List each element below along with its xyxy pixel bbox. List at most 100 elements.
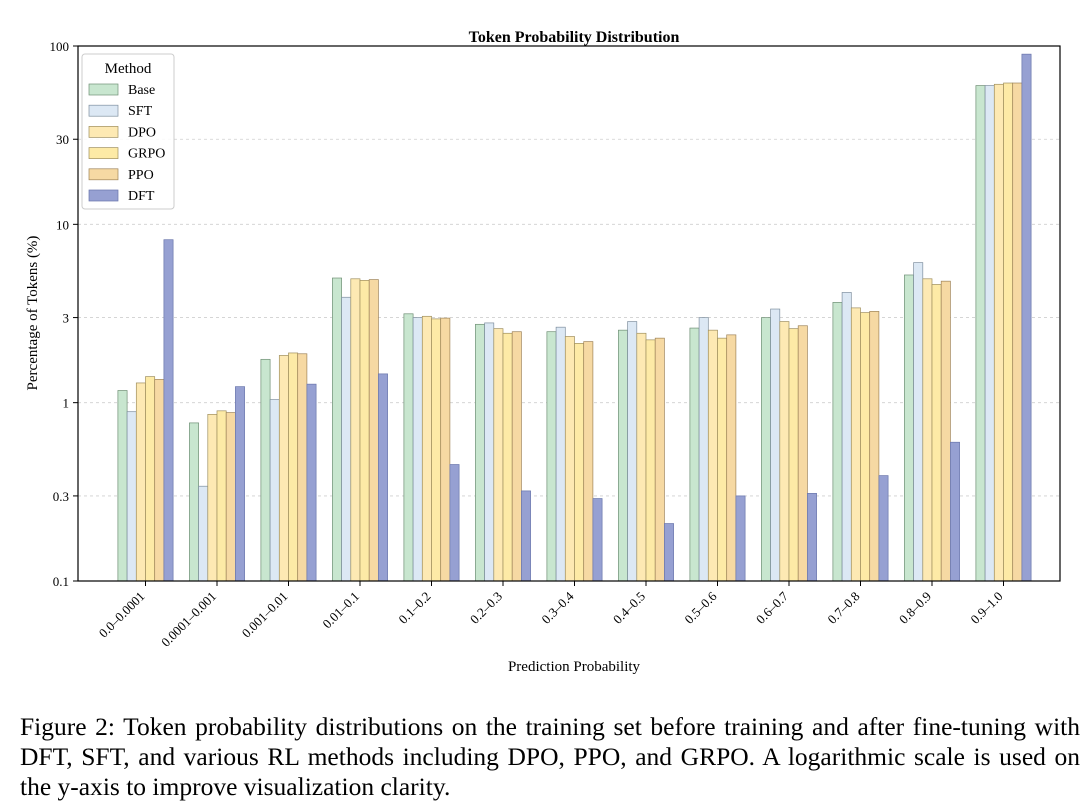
bar-ppo-7 <box>654 337 665 582</box>
bar-base-8 <box>689 327 700 582</box>
legend: Method Base SFT DPO GRPO PPO DFT <box>81 53 175 210</box>
legend-swatch-dft <box>88 189 119 202</box>
bar-dft-11 <box>950 441 960 582</box>
bar-dft-4 <box>449 464 460 582</box>
bar-base-5 <box>475 323 485 582</box>
bar-dft-6 <box>592 498 603 582</box>
y-axis-ticks: 0.1 0.3 1 3 10 30 100 <box>50 39 78 589</box>
bar-ppo-9 <box>797 325 808 582</box>
bar-dft-7 <box>664 523 674 582</box>
bar-dft-5 <box>521 490 531 582</box>
bar-ppo-3 <box>368 279 379 582</box>
bar-dpo-4 <box>421 315 432 582</box>
bar-grpo-4 <box>431 318 442 582</box>
legend-label-sft: SFT <box>128 104 153 119</box>
bar-dpo-12 <box>993 83 1004 582</box>
legend-items: Base SFT DPO GRPO PPO DFT <box>88 83 165 204</box>
x-tick-label: 0.1–0.2 <box>395 589 433 627</box>
x-tick-label: 0.7–0.8 <box>824 589 862 627</box>
bar-sft-6 <box>555 326 566 582</box>
bar-sft-5 <box>484 322 495 582</box>
bar-dft-10 <box>878 475 889 582</box>
x-tick-label: 0.9–1.0 <box>967 589 1005 627</box>
x-tick-label: 0.3–0.4 <box>538 588 577 627</box>
bar-dpo-7 <box>636 332 647 582</box>
x-tick-label: 0.2–0.3 <box>467 589 505 627</box>
bar-sft-9 <box>770 308 781 582</box>
legend-label-ppo: PPO <box>128 168 154 183</box>
bar-dft-9 <box>807 493 817 582</box>
x-axis-label: Prediction Probability <box>508 659 641 675</box>
x-tick-label: 0.6–0.7 <box>753 588 792 627</box>
legend-swatch-sft <box>88 104 119 117</box>
bar-grpo-11 <box>931 284 942 582</box>
x-tick-label: 0.01–0.1 <box>319 589 362 632</box>
y-tick-label: 1 <box>63 396 70 411</box>
bar-dft-12 <box>1021 53 1032 582</box>
bar-dpo-3 <box>350 278 361 582</box>
legend-swatch-grpo <box>88 147 119 159</box>
bar-ppo-11 <box>940 280 951 582</box>
x-axis-ticks: 0.0–0.0001 0.0001–0.001 0.001–0.01 0.01–0.1… <box>96 581 1006 650</box>
bar-dpo-1 <box>207 413 218 582</box>
bar-ppo-5 <box>511 331 522 582</box>
bar-ppo-12 <box>1012 82 1023 582</box>
bar-grpo-7 <box>645 339 656 582</box>
bar-dpo-6 <box>564 336 575 582</box>
bar-dpo-8 <box>707 329 718 582</box>
bar-dpo-10 <box>850 307 861 582</box>
bar-base-9 <box>761 317 771 582</box>
x-tick-label: 0.4–0.5 <box>610 589 648 627</box>
bar-base-7 <box>618 329 628 582</box>
bar-grpo-1 <box>216 410 227 582</box>
y-tick-label: 0.3 <box>53 489 69 504</box>
x-tick-label: 0.0001–0.001 <box>158 589 219 650</box>
bar-base-11 <box>904 274 914 582</box>
y-tick-label: 10 <box>56 217 69 232</box>
figure-caption: Figure 2: Token probability distribution… <box>20 712 1080 801</box>
legend-label-dpo: DPO <box>128 125 156 140</box>
bar-ppo-6 <box>583 341 594 582</box>
bar-base-0 <box>117 390 128 582</box>
bar-sft-8 <box>698 317 709 582</box>
bar-dft-8 <box>735 495 746 582</box>
y-tick-label: 100 <box>50 39 70 54</box>
bar-dpo-5 <box>493 328 504 582</box>
bar-grpo-8 <box>717 337 728 582</box>
plot-frame <box>77 45 1061 582</box>
bar-grpo-5 <box>502 332 513 582</box>
bar-dft-0 <box>163 239 174 582</box>
bar-sft-1 <box>198 485 209 582</box>
bar-grpo-12 <box>1003 82 1014 582</box>
bar-dpo-2 <box>278 355 289 582</box>
bar-base-1 <box>189 422 199 582</box>
x-tick-label: 0.0–0.0001 <box>96 589 148 641</box>
bar-ppo-4 <box>440 317 451 582</box>
bar-grpo-3 <box>359 280 370 582</box>
legend-label-dft: DFT <box>128 189 155 204</box>
bar-sft-2 <box>269 399 280 582</box>
legend-label-grpo: GRPO <box>128 147 165 162</box>
bar-sft-11 <box>913 262 924 582</box>
bar-base-6 <box>546 331 557 582</box>
y-tick-label: 30 <box>56 132 69 147</box>
bar-sft-7 <box>627 321 638 582</box>
bar-sft-4 <box>412 317 423 582</box>
y-tick-label: 0.1 <box>53 574 69 589</box>
bar-ppo-10 <box>869 311 880 582</box>
bar-grpo-9 <box>788 328 799 582</box>
x-tick-label: 0.5–0.6 <box>681 588 720 627</box>
bar-grpo-6 <box>574 343 585 582</box>
legend-swatch-base <box>88 83 119 96</box>
bar-grpo-0 <box>145 376 156 582</box>
x-tick-label: 0.001–0.01 <box>239 589 291 641</box>
bar-dft-2 <box>306 383 317 582</box>
bar-ppo-2 <box>297 353 308 582</box>
bar-ppo-1 <box>225 412 236 582</box>
bar-ppo-0 <box>154 379 165 582</box>
bar-sft-0 <box>126 411 137 582</box>
legend-swatch-dpo <box>88 126 119 138</box>
y-tick-label: 3 <box>63 311 70 326</box>
bar-base-10 <box>832 302 843 582</box>
bars <box>117 53 1032 582</box>
